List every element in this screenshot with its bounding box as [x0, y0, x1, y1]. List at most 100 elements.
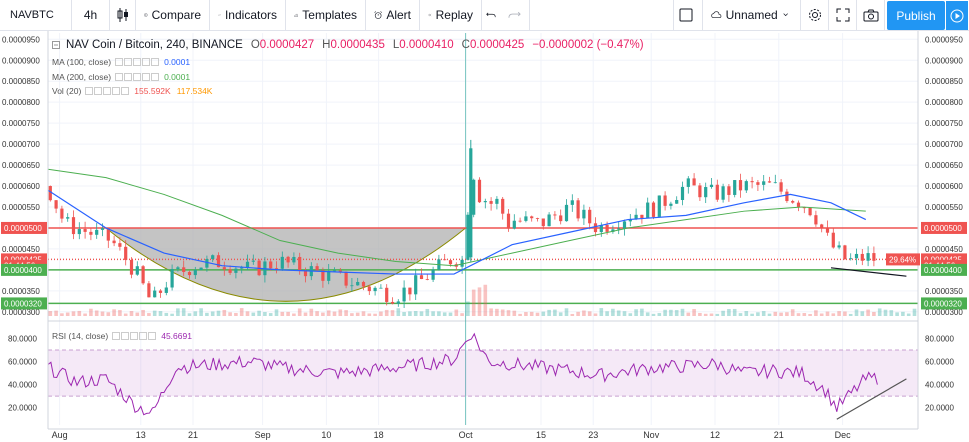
- y-tick-label-left: 0.0000600: [2, 182, 40, 191]
- candle-body: [425, 279, 429, 280]
- volume-controls[interactable]: [85, 87, 130, 95]
- candle-body: [466, 214, 470, 260]
- volume-bar: [582, 310, 586, 316]
- collapse-icon[interactable]: [52, 41, 60, 49]
- candle-body: [866, 253, 870, 261]
- indicators-button[interactable]: Indicators: [210, 0, 286, 31]
- candle-body: [338, 270, 342, 272]
- volume-bar: [593, 313, 598, 316]
- undo-button[interactable]: [482, 0, 504, 31]
- candle-body: [315, 266, 319, 271]
- fullscreen-toggle[interactable]: [673, 0, 703, 31]
- candle-body: [193, 269, 197, 276]
- rsi-controls[interactable]: [112, 332, 157, 340]
- snapshot-button[interactable]: [857, 0, 885, 31]
- volume-bar: [48, 311, 53, 316]
- volume-bar: [152, 310, 157, 316]
- candle-body: [501, 198, 505, 214]
- volume-bar: [147, 313, 151, 316]
- candle-body: [176, 267, 180, 270]
- candle-body: [112, 240, 116, 244]
- candle-body: [814, 215, 818, 225]
- volume-bar: [750, 313, 754, 316]
- rsi-line: [47, 332, 878, 416]
- candle-body: [640, 214, 644, 219]
- volume-legend[interactable]: Vol (20) 155.592K 117.534K: [52, 86, 212, 96]
- volume-bar: [848, 313, 853, 316]
- y-tick-label-right: 0.0000650: [925, 161, 963, 170]
- play-button[interactable]: [946, 1, 968, 30]
- publish-label: Publish: [896, 8, 936, 23]
- volume-bar: [570, 313, 575, 316]
- chart-area[interactable]: 0.0000950 0.0000950 0.0000900 0.0000900 0.00…: [0, 31, 969, 442]
- cloud-icon: [711, 11, 722, 18]
- volume-bar: [732, 308, 737, 316]
- candle-body: [622, 221, 627, 229]
- rsi-label: RSI (14, close): [52, 331, 109, 341]
- volume-bar: [558, 312, 563, 316]
- volume-bar: [268, 313, 273, 316]
- candle-body: [669, 203, 673, 206]
- left-price-label: 0.0000400: [4, 266, 42, 275]
- volume-bar: [715, 313, 720, 316]
- templates-button[interactable]: Templates: [286, 0, 366, 31]
- volume-bar: [367, 313, 372, 316]
- symbol-search[interactable]: NAVBTC: [0, 0, 72, 31]
- ma100-legend[interactable]: MA (100, close) 0.0001: [52, 57, 190, 67]
- candle-body: [651, 202, 656, 217]
- candle-body: [524, 216, 528, 221]
- volume-bar: [118, 310, 122, 316]
- candle-body: [512, 220, 516, 229]
- candle-body: [48, 186, 52, 201]
- volume-bar: [141, 309, 145, 316]
- compare-button[interactable]: Compare: [136, 0, 210, 31]
- volume-bar: [854, 309, 859, 316]
- layout-save-button[interactable]: Unnamed: [703, 0, 801, 31]
- right-price-label-bg: [921, 263, 967, 276]
- volume-bar: [495, 308, 499, 316]
- volume-bar: [895, 312, 899, 316]
- ma200-legend[interactable]: MA (200, close) 0.0001: [52, 72, 190, 82]
- rsi-tick-label-right: 80.0000: [925, 335, 954, 344]
- replay-button[interactable]: Replay: [420, 0, 482, 31]
- redo-button[interactable]: [504, 0, 530, 31]
- candle-body: [187, 271, 192, 276]
- candle-body: [89, 231, 93, 235]
- rsi-legend[interactable]: RSI (14, close) 45.6691: [52, 331, 192, 341]
- volume-bar: [906, 313, 911, 316]
- rsi-tick-label-left: 60.0000: [8, 358, 37, 367]
- candle-body: [245, 261, 250, 268]
- volume-bar: [176, 308, 180, 316]
- candles-icon: [117, 8, 128, 22]
- interval-selector[interactable]: 4h: [72, 0, 110, 31]
- volume-bar: [205, 312, 209, 316]
- volume-bar: [796, 313, 801, 316]
- play-icon: [950, 9, 964, 22]
- volume-bar: [321, 312, 325, 316]
- fullscreen-button[interactable]: [829, 0, 857, 31]
- candle-body: [469, 148, 473, 258]
- volume-bar: [761, 311, 766, 316]
- candle-body: [686, 178, 690, 187]
- volume-bar: [866, 309, 870, 316]
- candle-body: [129, 259, 134, 275]
- alert-button[interactable]: Alert: [366, 0, 420, 31]
- candle-body: [269, 261, 273, 269]
- right-price-label: 0.0000400: [924, 266, 962, 275]
- ma200-controls[interactable]: [115, 73, 160, 81]
- chart-style-button[interactable]: [110, 0, 136, 31]
- publish-button[interactable]: Publish: [887, 1, 945, 30]
- volume-bar: [309, 308, 314, 316]
- volume-bar: [500, 309, 505, 316]
- candle-body: [350, 285, 354, 287]
- volume-bar: [292, 313, 296, 316]
- candle-body: [605, 224, 609, 232]
- settings-button[interactable]: [801, 0, 829, 31]
- candle-body: [530, 216, 534, 219]
- expand-icon: [836, 8, 849, 22]
- volume-bar: [698, 312, 702, 316]
- ma100-controls[interactable]: [115, 58, 160, 66]
- candle-body: [831, 232, 835, 248]
- y-tick-label-left: 0.0000650: [2, 161, 40, 170]
- y-tick-label-right: 0.0000750: [925, 119, 963, 128]
